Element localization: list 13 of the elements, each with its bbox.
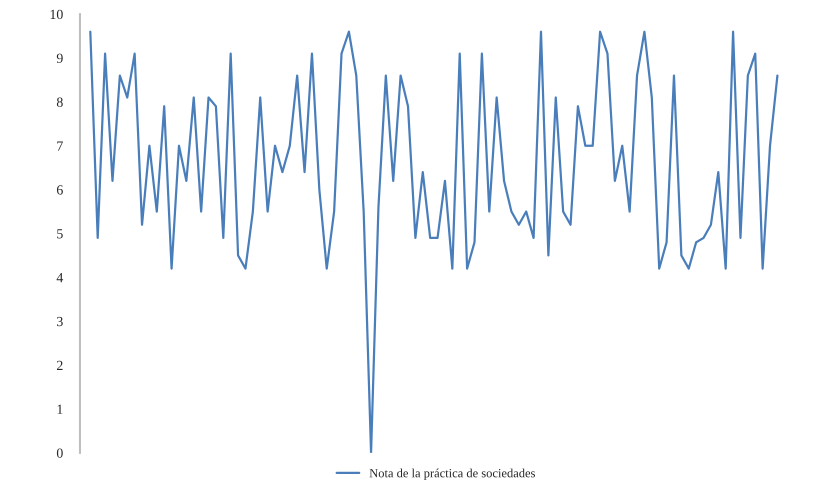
- line-series: [89, 30, 779, 453]
- y-tick-label: 3: [57, 316, 63, 326]
- y-tick-label: 6: [56, 185, 63, 195]
- y-tick-label: 9: [56, 54, 63, 63]
- y-tick-label: 4: [56, 273, 64, 282]
- y-tick-label: 5: [57, 229, 63, 238]
- legend-label: Nota de la práctica de sociedades: [370, 468, 535, 480]
- y-tick-label: 1: [58, 404, 62, 414]
- y-tick-label: 7: [57, 141, 63, 151]
- y-tick-label: 0: [56, 448, 63, 458]
- y-tick-label: 10: [50, 10, 63, 20]
- y-tick-label: 8: [56, 97, 63, 107]
- y-tick-label: 2: [56, 360, 63, 370]
